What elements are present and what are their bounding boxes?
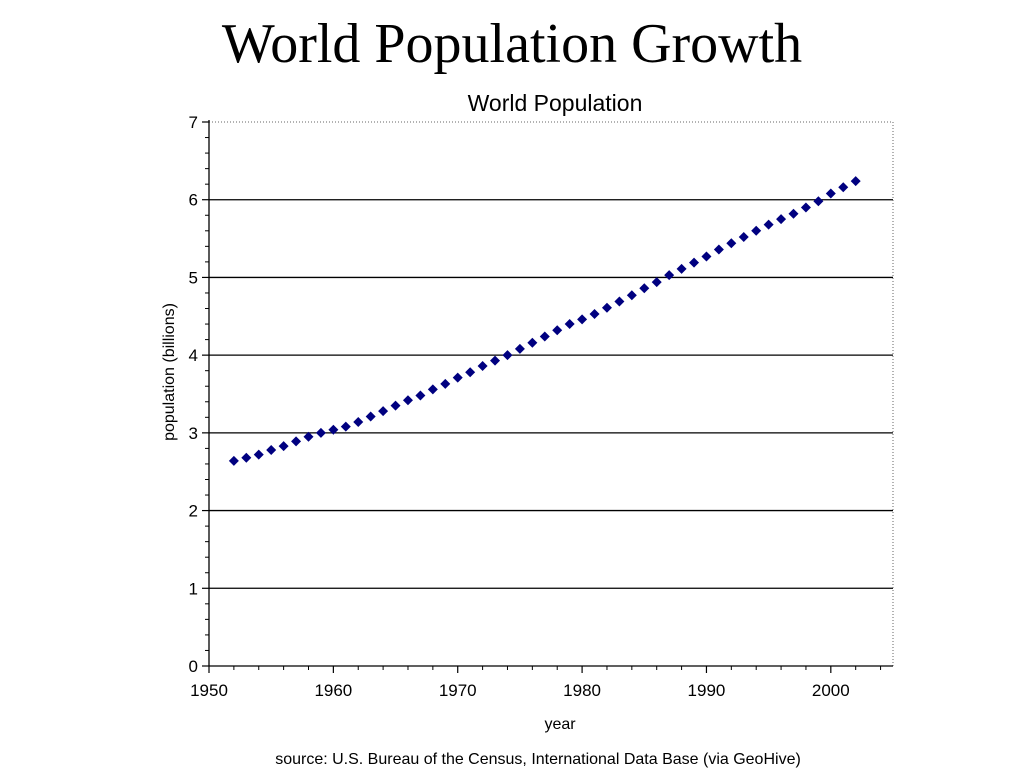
data-point <box>664 270 675 281</box>
data-point <box>502 350 513 361</box>
data-point <box>278 441 289 452</box>
data-point <box>589 308 600 319</box>
y-tick-label: 6 <box>189 191 198 210</box>
data-point <box>228 455 239 466</box>
data-point <box>427 384 438 395</box>
chart-title: World Population <box>468 90 643 116</box>
data-point <box>838 182 849 193</box>
data-point <box>465 367 476 378</box>
y-tick-label: 3 <box>189 424 198 443</box>
data-point <box>452 372 463 383</box>
data-point <box>378 406 389 417</box>
y-tick-label: 2 <box>189 502 198 521</box>
data-point <box>726 238 737 249</box>
y-tick-label: 5 <box>189 268 198 287</box>
x-tick-label: 1980 <box>563 681 601 700</box>
data-point <box>315 427 326 438</box>
data-point <box>365 411 376 422</box>
data-point <box>291 436 302 447</box>
data-point <box>813 196 824 207</box>
slide-title: World Population Growth <box>221 13 803 75</box>
data-point <box>564 319 575 330</box>
data-point <box>825 188 836 199</box>
y-tick-label: 7 <box>189 113 198 132</box>
x-tick-label: 1970 <box>439 681 477 700</box>
data-point <box>788 208 799 219</box>
data-point <box>601 302 612 313</box>
data-point <box>626 290 637 301</box>
x-axis-label: year <box>544 716 576 733</box>
axis-ticks: 0 1 2 3 4 5 6 7 1950 1960 1970 1980 1990 2000 <box>189 113 882 700</box>
data-point <box>514 343 525 354</box>
x-tick-label: 1960 <box>314 681 352 700</box>
data-point <box>477 361 488 372</box>
data-point <box>390 400 401 411</box>
data-points <box>228 176 861 466</box>
data-point <box>353 416 364 427</box>
data-point <box>328 424 339 435</box>
data-point <box>552 325 563 336</box>
data-point <box>415 390 426 401</box>
data-point <box>539 331 550 342</box>
y-axis-label: population (billions) <box>161 303 178 441</box>
data-point <box>577 314 588 325</box>
source-note: source: U.S. Bureau of the Census, Inter… <box>275 751 801 768</box>
data-point <box>266 444 277 455</box>
data-point <box>800 202 811 213</box>
data-point <box>440 378 451 389</box>
data-point <box>713 244 724 255</box>
data-point <box>402 395 413 406</box>
data-point <box>738 232 749 243</box>
data-point <box>241 452 252 463</box>
data-point <box>689 257 700 268</box>
x-tick-label: 1990 <box>688 681 726 700</box>
y-tick-label: 0 <box>189 657 198 676</box>
data-point <box>639 283 650 294</box>
data-point <box>651 277 662 288</box>
data-point <box>751 225 762 236</box>
data-point <box>850 176 861 187</box>
data-point <box>614 296 625 307</box>
y-tick-label: 1 <box>189 579 198 598</box>
data-point <box>776 214 787 225</box>
data-point <box>527 337 538 348</box>
x-tick-label: 1950 <box>190 681 228 700</box>
data-point <box>490 355 501 366</box>
data-point <box>701 251 712 262</box>
data-point <box>303 431 314 442</box>
grid-lines <box>209 199 893 589</box>
data-point <box>676 263 687 274</box>
data-point <box>253 449 264 460</box>
data-point <box>763 219 774 230</box>
y-tick-label: 4 <box>189 346 198 365</box>
x-tick-label: 2000 <box>812 681 850 700</box>
plot-frame <box>208 120 894 667</box>
data-point <box>340 421 351 432</box>
